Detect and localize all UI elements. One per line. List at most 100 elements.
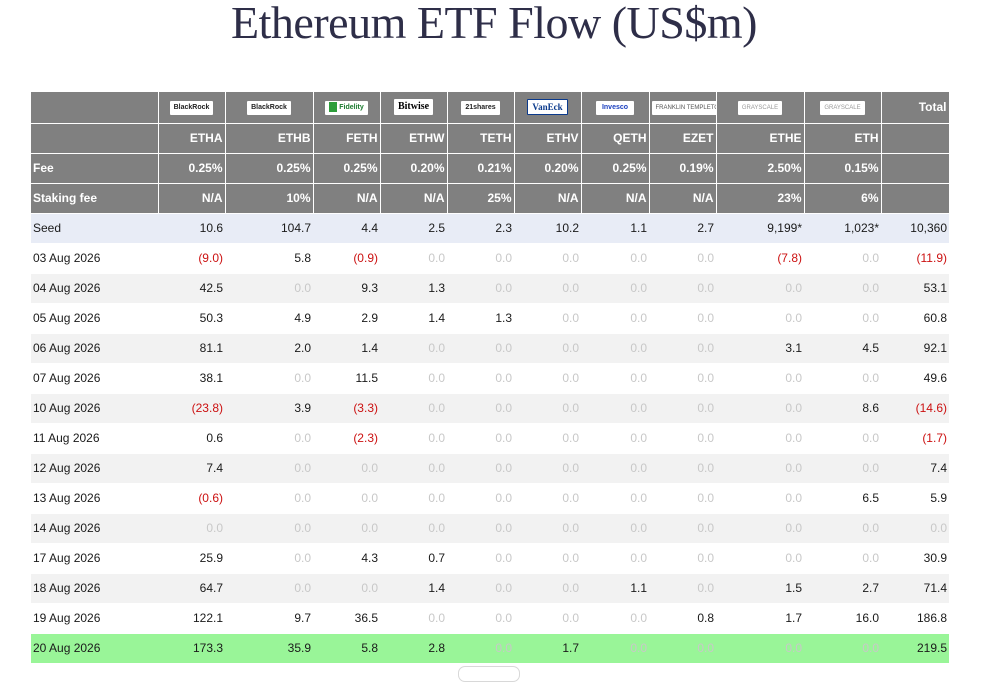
- flow-cell: 0.0: [581, 363, 649, 394]
- flow-cell: 0.0: [514, 363, 581, 394]
- issuer-logo: GRAYSCALE: [820, 100, 865, 115]
- flow-cell: 2.5: [380, 213, 447, 244]
- fee-cell: 0.25%: [225, 153, 314, 184]
- total-cell: 92.1: [881, 333, 949, 364]
- flow-cell: 0.0: [581, 633, 649, 664]
- flow-cell: 0.0: [447, 333, 514, 364]
- fee-cell: 0.20%: [380, 153, 448, 184]
- row-date: Seed: [31, 213, 158, 244]
- flow-cell: (23.8): [158, 393, 225, 424]
- issuer-logo: BlackRock: [247, 100, 291, 115]
- flow-cell: 0.0: [447, 483, 514, 514]
- flow-cell: 0.0: [447, 603, 514, 634]
- flow-cell: 50.3: [158, 303, 225, 334]
- flow-cell: 0.0: [804, 423, 881, 454]
- flow-cell: 0.0: [447, 573, 514, 604]
- issuer-logo-cell: GRAYSCALE: [716, 92, 805, 124]
- flow-cell: 0.0: [716, 453, 804, 484]
- issuer-logo-cell: 21shares: [447, 92, 515, 124]
- table-row: 11 Aug 2026 0.6 0.0 (2.3) 0.0 0.0 0.0 0.0 0.0 0.0…: [31, 423, 949, 454]
- ticker-etha: ETHA: [158, 123, 226, 154]
- issuer-name: Fidelity: [339, 103, 364, 111]
- ticker-ethb: ETHB: [225, 123, 314, 154]
- ticker-eth: ETH: [804, 123, 882, 154]
- flow-cell: 0.0: [716, 273, 804, 304]
- ticker-row-label: [31, 123, 159, 154]
- issuer-logo-cell: Bitwise: [380, 92, 448, 124]
- row-date: 20 Aug 2026: [31, 633, 158, 664]
- flow-cell: 0.6: [158, 423, 225, 454]
- flow-cell: (7.8): [716, 243, 804, 274]
- flow-cell: (3.3): [313, 393, 380, 424]
- flow-cell: 1.1: [581, 213, 649, 244]
- flow-cell: 0.0: [158, 513, 225, 544]
- ticker-ethe: ETHE: [716, 123, 805, 154]
- flow-cell: 0.0: [716, 543, 804, 574]
- flow-cell: 0.0: [581, 603, 649, 634]
- issuer-logo-row: BlackRock BlackRock Fidelity Bitwise 21share…: [31, 92, 950, 124]
- flow-cell: 4.3: [313, 543, 380, 574]
- flow-cell: 0.0: [804, 243, 881, 274]
- ticker-total-blank: [881, 123, 950, 154]
- flow-cell: 0.0: [649, 423, 716, 454]
- flow-cell: 0.0: [514, 393, 581, 424]
- flow-cell: 0.0: [447, 363, 514, 394]
- flow-cell: 1.4: [380, 573, 447, 604]
- flow-cell: 0.7: [380, 543, 447, 574]
- flow-cell: 1.4: [313, 333, 380, 364]
- flow-cell: 0.0: [447, 513, 514, 544]
- issuer-logo: Bitwise: [393, 99, 434, 116]
- ticker-ethw: ETHW: [380, 123, 448, 154]
- flow-cell: 2.9: [313, 303, 380, 334]
- flow-cell: 9.7: [225, 603, 313, 634]
- fee-cell: 2.50%: [716, 153, 805, 184]
- flow-cell: 0.0: [225, 483, 313, 514]
- row-date: 14 Aug 2026: [31, 513, 158, 544]
- flow-cell: 5.8: [313, 633, 380, 664]
- flow-cell: 1.5: [716, 573, 804, 604]
- table-row: 17 Aug 2026 25.9 0.0 4.3 0.7 0.0 0.0 0.0 0.0 0.0 0…: [31, 543, 949, 574]
- staking-fee-cell: 23%: [716, 183, 805, 214]
- scroll-handle[interactable]: [458, 666, 520, 682]
- staking-fee-cell: N/A: [313, 183, 381, 214]
- flow-cell: 0.0: [716, 303, 804, 334]
- flow-cell: (9.0): [158, 243, 225, 274]
- fee-cell: 0.19%: [649, 153, 717, 184]
- total-cell: 5.9: [881, 483, 949, 514]
- flow-cell: 8.6: [804, 393, 881, 424]
- row-date: 17 Aug 2026: [31, 543, 158, 574]
- flow-cell: 0.0: [581, 393, 649, 424]
- flow-cell: 0.0: [649, 573, 716, 604]
- total-cell: 7.4: [881, 453, 949, 484]
- flow-cell: 0.0: [313, 573, 380, 604]
- issuer-logo-cell: FRANKLIN TEMPLETON: [649, 92, 717, 124]
- issuer-logo-cell: VanEck: [514, 92, 582, 124]
- issuer-logo: Invesco: [596, 100, 634, 115]
- flow-cell: 0.0: [581, 243, 649, 274]
- flow-cell: 173.3: [158, 633, 225, 664]
- flow-cell: 0.0: [514, 423, 581, 454]
- staking-fee-cell: 25%: [447, 183, 515, 214]
- flow-cell: 0.0: [380, 453, 447, 484]
- flow-cell: 0.0: [514, 513, 581, 544]
- total-cell: 10,360: [881, 213, 949, 244]
- flow-cell: 0.0: [225, 513, 313, 544]
- flow-cell: 81.1: [158, 333, 225, 364]
- row-date: 18 Aug 2026: [31, 573, 158, 604]
- row-date: 04 Aug 2026: [31, 273, 158, 304]
- fee-row: Fee 0.25% 0.25% 0.25% 0.20% 0.21% 0.20% 0.25% 0…: [31, 153, 950, 184]
- flow-cell: 2.7: [804, 573, 881, 604]
- flow-cell: 1.7: [514, 633, 581, 664]
- flow-cell: 0.0: [649, 483, 716, 514]
- flow-cell: 7.4: [158, 453, 225, 484]
- flow-cell: 0.0: [514, 273, 581, 304]
- flow-cell: 0.0: [313, 453, 380, 484]
- staking-fee-cell: N/A: [581, 183, 650, 214]
- flow-cell: 0.0: [225, 453, 313, 484]
- issuer-logo-cell: BlackRock: [225, 92, 314, 124]
- flow-cell: 4.9: [225, 303, 313, 334]
- flow-cell: 0.0: [514, 453, 581, 484]
- flow-cell: 3.1: [716, 333, 804, 364]
- row-date: 06 Aug 2026: [31, 333, 158, 364]
- flow-cell: 0.0: [649, 543, 716, 574]
